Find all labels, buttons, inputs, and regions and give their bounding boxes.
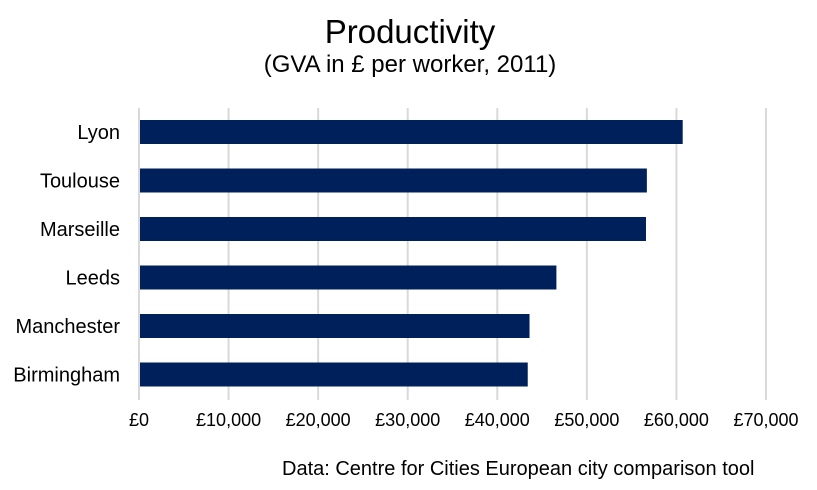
x-tick-label: £40,000: [465, 410, 530, 430]
bar: [139, 120, 683, 144]
category-label: Toulouse: [40, 171, 120, 193]
bar: [139, 168, 647, 193]
chart-subtitle: (GVA in £ per worker, 2011): [263, 51, 557, 78]
bar: [139, 314, 530, 338]
x-tick-label: £20,000: [286, 410, 351, 430]
data-source-note: Data: Centre for Cities European city co…: [282, 458, 755, 480]
x-tick-label: £10,000: [196, 410, 261, 430]
x-tick-label: £70,000: [733, 410, 798, 430]
category-label: Manchester: [16, 316, 121, 338]
bar: [139, 362, 528, 387]
bar: [139, 265, 557, 290]
bar: [139, 217, 646, 241]
x-tick-label: £0: [129, 410, 149, 430]
category-label: Marseille: [40, 219, 120, 241]
category-label: Lyon: [77, 122, 120, 144]
category-label: Birmingham: [13, 365, 120, 387]
x-tick-label: £60,000: [644, 410, 709, 430]
x-tick-label: £30,000: [375, 410, 440, 430]
chart-title: Productivity: [324, 13, 496, 50]
x-tick-label: £50,000: [554, 410, 619, 430]
category-label: Leeds: [66, 268, 121, 290]
